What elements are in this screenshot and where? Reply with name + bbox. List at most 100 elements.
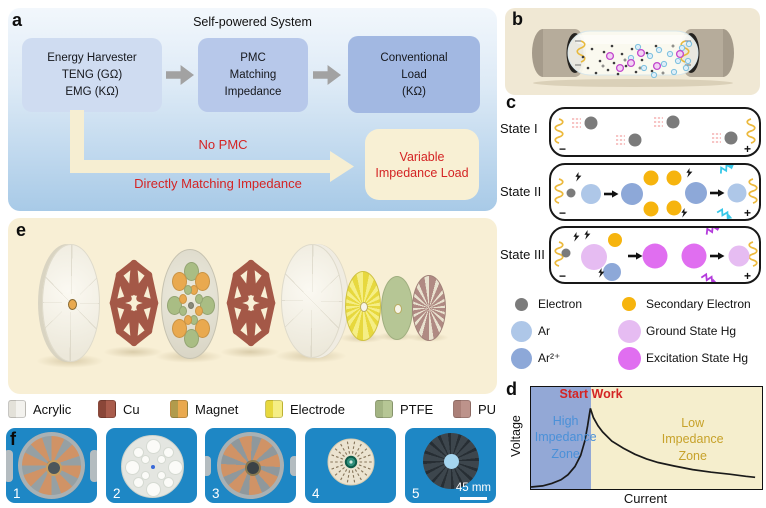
dark-rotor-disc-photo <box>423 433 479 489</box>
hg-particle <box>636 48 646 58</box>
radial-dash <box>346 470 351 483</box>
disc-shadow <box>103 346 163 358</box>
photo-pu-rotor-disc: 5 45 mm <box>405 428 496 503</box>
magnet-slot-dot <box>141 470 151 480</box>
legend-item-ar: Ar <box>508 319 550 343</box>
radial-dash <box>358 464 371 470</box>
box-line: (KΩ) <box>402 85 426 98</box>
legend-label: Excitation State Hg <box>646 351 749 365</box>
ptfe-disc <box>381 276 413 340</box>
radial-dash <box>346 441 351 454</box>
ar-ion <box>621 183 643 205</box>
electrode-disc <box>345 271 381 341</box>
state-1-diagram <box>554 115 756 147</box>
hg-particle <box>626 58 636 68</box>
ar-ion-legend-dot <box>510 347 532 369</box>
magnet-dot <box>195 271 211 291</box>
electron-particle <box>645 51 649 55</box>
electron-with-trail <box>654 115 680 129</box>
legend-label: Magnet <box>195 401 239 417</box>
panel-f-component-photos: f 1 2 3 4 5 45 mm <box>6 428 500 504</box>
radial-dash <box>351 470 356 483</box>
electron-particle <box>594 71 598 75</box>
copper-coil-ring <box>226 259 276 347</box>
ground-hg-legend-dot <box>617 319 641 343</box>
copper-coil-loop <box>253 271 276 307</box>
electron-particle <box>650 69 654 73</box>
photon-zigzag-icon <box>716 207 733 219</box>
chart-plot-area: Start Work High Impedance Zone Low Imped… <box>530 386 763 490</box>
secondary-electron-dot <box>608 233 622 247</box>
magnet-slot-dot <box>146 438 161 454</box>
box-line: Impedance Load <box>375 165 469 180</box>
ptfe-dot <box>183 328 199 348</box>
magnet-slot-dot <box>146 481 161 497</box>
ground-state-hg-atom <box>581 244 607 270</box>
legend-item-electrode: Electrode <box>265 398 345 420</box>
anode-sign: + <box>743 269 751 283</box>
reaction-arrow-icon <box>628 252 643 260</box>
panel-a-self-powered-system: a Self-powered System Energy Harvester T… <box>8 8 497 211</box>
magnet-disc-photo <box>121 435 184 498</box>
ptfe-dot <box>166 295 182 315</box>
photo-number: 5 <box>412 485 420 501</box>
state-2-diagram <box>554 165 758 219</box>
radial-dash <box>357 467 368 476</box>
ar-atom <box>727 183 747 203</box>
electron-particle <box>598 59 602 63</box>
legend-label: Ar²⁺ <box>538 351 561 365</box>
ar-ion <box>603 263 621 281</box>
radial-dash <box>340 443 348 455</box>
magnet-dot <box>171 319 187 339</box>
disc-hub <box>394 304 402 314</box>
radial-dash <box>340 469 348 481</box>
ptfe-swatch <box>375 400 393 418</box>
radial-dash <box>357 448 368 457</box>
material-legend: Acrylic Cu Magnet Electrode PTFE PU <box>8 398 497 422</box>
coil-icon <box>554 241 564 267</box>
state-3-diagram <box>554 228 758 282</box>
box-line: Matching <box>229 69 277 81</box>
coil-icon <box>554 118 564 144</box>
no-pmc-label: No PMC <box>198 137 248 152</box>
center-dot <box>349 460 353 464</box>
electron-particle <box>581 55 585 59</box>
state-2-box: − + <box>549 163 761 221</box>
directly-matching-impedance-label: Directly Matching Impedance <box>134 176 302 191</box>
pu-swatch <box>453 400 471 418</box>
ar-particle <box>660 60 668 68</box>
magnet-dot <box>171 271 187 291</box>
box-line: Load <box>401 68 427 81</box>
ar-particle <box>678 44 686 52</box>
variable-impedance-load-box: Variable Impedance Load <box>365 129 479 200</box>
state-3-box: − + <box>549 226 761 284</box>
photo-number: 2 <box>113 485 121 501</box>
box-line: Energy Harvester <box>47 52 137 64</box>
anode-sign: + <box>743 142 751 156</box>
scale-bar-line <box>459 497 487 500</box>
anode-sign: + <box>743 206 751 220</box>
box-line: EMG (KΩ) <box>65 86 119 98</box>
legend-label: Ground State Hg <box>646 324 737 338</box>
disc-hub <box>45 459 62 476</box>
magnet-slot-dot <box>132 446 144 458</box>
state-3-label: State III <box>500 247 545 262</box>
legend-label: Acrylic <box>33 401 72 417</box>
electron-legend-dot <box>514 297 528 311</box>
energy-harvester-box: Energy Harvester TENG (GΩ) EMG (KΩ) <box>22 38 162 112</box>
reaction-arrow-icon <box>604 190 619 198</box>
ar-particle <box>666 50 674 58</box>
pmc-matching-impedance-box: PMC Matching Impedance <box>198 38 308 112</box>
acrylic-disc-back <box>281 244 343 358</box>
hg-particle <box>675 49 685 59</box>
electron-particle <box>590 47 594 51</box>
secondary-electron-dot <box>666 170 682 186</box>
copper-coil-loop <box>109 299 132 335</box>
legend-label: Electron <box>538 297 583 311</box>
hg-particle <box>615 63 625 73</box>
mount-tab <box>290 456 296 476</box>
panel-c-discharge-states: c State I − + State II <box>500 93 766 288</box>
panel-d-voltage-current-chart: d Voltage Start Work High Impedance Zone… <box>500 378 766 508</box>
legend-item-excitation-state-hg: Excitation State Hg <box>616 346 748 370</box>
